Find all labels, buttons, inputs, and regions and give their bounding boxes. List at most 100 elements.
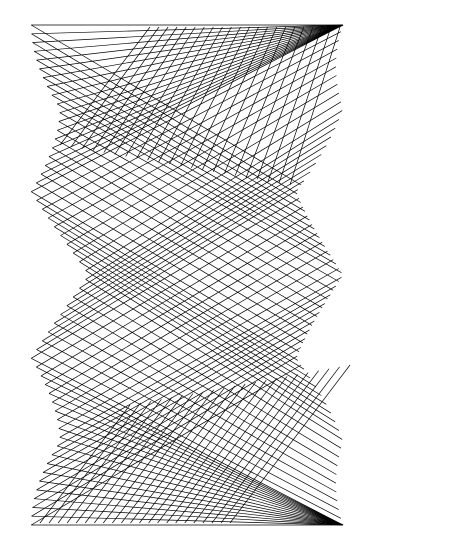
- string-line-left-leaning: [40, 375, 344, 526]
- string-line-bottom-fan: [130, 385, 236, 524]
- string-line-top-fan: [103, 26, 187, 153]
- string-line-bottom-fan: [175, 376, 288, 524]
- string-line-right-leaning: [48, 171, 311, 333]
- string-line-top-fan: [92, 26, 178, 151]
- string-line-left-leaning: [31, 191, 300, 353]
- string-line-top-fan: [147, 26, 223, 161]
- string-line-bottom-fan: [193, 372, 309, 524]
- string-line-right-leaning: [54, 24, 344, 140]
- string-line-left-leaning: [79, 261, 336, 423]
- string-line-bottom-fan: [94, 393, 194, 524]
- string-line-left-leaning: [48, 156, 318, 317]
- string-line-top-fan: [256, 26, 314, 180]
- string-line-right-leaning: [59, 276, 342, 438]
- string-line-bottom-fan: [39, 404, 131, 524]
- string-line-left-leaning: [57, 129, 334, 291]
- string-line-right-leaning: [54, 250, 328, 412]
- string-line-right-leaning: [34, 338, 306, 500]
- string-line-right-leaning: [73, 136, 332, 298]
- string-line-left-leaning: [52, 401, 344, 526]
- string-line-left-leaning: [52, 147, 323, 309]
- string-line-right-leaning: [85, 110, 343, 271]
- string-line-left-leaning: [51, 94, 331, 256]
- string-line-left-leaning: [36, 59, 310, 221]
- string-line-bottom-fan: [48, 402, 141, 524]
- string-line-right-leaning: [60, 154, 322, 315]
- string-line-right-leaning: [45, 224, 313, 385]
- string-line-left-leaning: [42, 340, 338, 502]
- string-line-right-leaning: [58, 24, 344, 122]
- string-line-bottom-fan: [211, 368, 330, 524]
- string-line-right-leaning: [48, 233, 318, 394]
- string-line-bottom-fan: [166, 378, 277, 524]
- string-line-left-leaning: [36, 182, 304, 344]
- string-line-top-fan: [59, 26, 151, 146]
- string-line-left-leaning: [31, 33, 298, 195]
- string-line-bottom-fan: [229, 364, 351, 524]
- string-line-left-leaning: [66, 244, 327, 405]
- string-line-right-leaning: [32, 24, 344, 43]
- string-line-bottom-fan: [220, 366, 340, 524]
- string-line-right-leaning: [58, 268, 339, 429]
- string-line-right-leaning: [57, 285, 337, 447]
- string-line-bottom-fan: [103, 391, 204, 524]
- string-line-left-leaning: [57, 103, 337, 265]
- string-line-bottom-fan: [84, 395, 183, 524]
- string-line-right-leaning: [31, 197, 300, 359]
- string-line-right-leaning: [79, 127, 336, 289]
- string-line-left-leaning: [32, 42, 301, 203]
- string-line-right-leaning: [36, 24, 344, 61]
- string-line-top-fan: [169, 26, 241, 165]
- string-line-top-fan: [212, 26, 278, 172]
- string-line-right-leaning: [31, 364, 302, 526]
- string-line-right-leaning: [52, 241, 323, 403]
- string-line-left-leaning: [48, 217, 311, 379]
- string-line-left-leaning: [51, 454, 344, 526]
- string-line-left-leaning: [54, 322, 337, 484]
- string-line-top-fan: [158, 26, 232, 163]
- string-line-left-leaning: [42, 472, 344, 526]
- string-line-left-leaning: [31, 515, 344, 526]
- string-line-left-leaning: [36, 349, 339, 510]
- string-line-top-fan: [234, 26, 296, 176]
- string-line-left-leaning: [59, 112, 342, 274]
- string-line-left-leaning: [32, 507, 344, 526]
- string-line-left-leaning: [42, 208, 305, 370]
- string-line-right-leaning: [31, 355, 298, 517]
- string-line-left-leaning: [48, 393, 344, 526]
- string-line-bottom-fan: [57, 400, 152, 524]
- string-line-left-leaning: [40, 173, 308, 335]
- string-line-bottom-fan: [157, 379, 267, 524]
- string-line-right-leaning: [52, 24, 344, 149]
- string-line-top-fan: [180, 26, 250, 167]
- string-line-left-leaning: [48, 331, 337, 493]
- string-line-left-leaning: [31, 24, 302, 186]
- string-line-bottom-fan: [184, 374, 298, 524]
- string-line-right-leaning: [31, 24, 344, 35]
- string-line-top-fan: [81, 26, 169, 150]
- string-line-left-leaning: [36, 200, 298, 361]
- string-line-top-fan: [125, 26, 205, 157]
- string-line-left-leaning: [73, 252, 332, 414]
- string-line-left-leaning: [39, 68, 315, 230]
- string-line-bottom-fan: [121, 387, 225, 524]
- string-line-left-leaning: [34, 50, 306, 212]
- string-line-right-leaning: [51, 24, 344, 96]
- string-line-left-leaning: [79, 287, 342, 449]
- string-line-left-leaning: [36, 366, 344, 526]
- string-line-right-leaning: [42, 24, 344, 78]
- string-line-right-leaning: [42, 180, 305, 342]
- string-line-left-leaning: [73, 296, 340, 458]
- string-line-right-leaning: [36, 189, 298, 350]
- string-line-right-leaning: [47, 24, 344, 87]
- string-line-left-leaning: [42, 77, 320, 238]
- string-line-bottom-fan: [148, 381, 256, 524]
- string-line-left-leaning: [58, 121, 339, 282]
- string-line-bottom-fan: [202, 370, 319, 524]
- string-line-right-leaning: [66, 83, 338, 245]
- string-line-left-leaning: [59, 436, 344, 526]
- string-line-left-leaning: [66, 305, 338, 467]
- string-line-left-leaning: [57, 419, 344, 526]
